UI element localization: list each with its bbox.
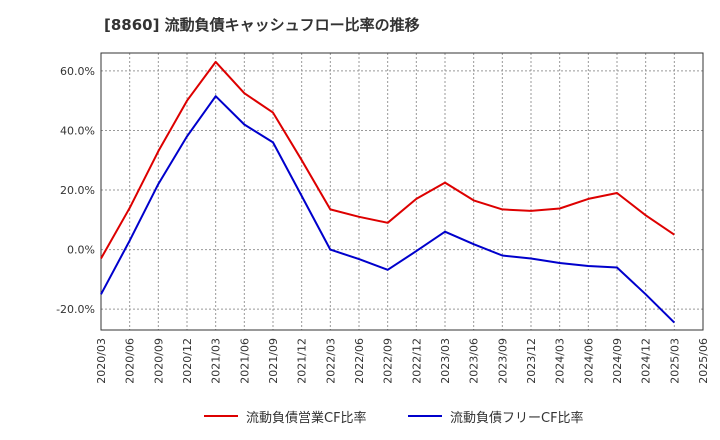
x-tick-label: 2024/12 — [640, 338, 653, 384]
x-tick-label: 2023/12 — [525, 338, 538, 384]
y-axis-ticks: 60.0% 40.0% 20.0% 0.0% -20.0% — [56, 65, 95, 316]
series-lines — [100, 60, 676, 324]
x-tick-label: 2020/09 — [152, 338, 165, 384]
x-tick-label: 2022/09 — [382, 338, 395, 384]
legend-label-operating-cf: 流動負債営業CF比率 — [246, 410, 367, 426]
x-tick-label: 2020/06 — [124, 338, 137, 384]
x-tick-label: 2022/12 — [410, 338, 423, 384]
y-tick-label: 0.0% — [67, 244, 95, 257]
x-tick-label: 2021/03 — [210, 338, 223, 384]
legend: 流動負債営業CF比率 流動負債フリーCF比率 — [0, 404, 720, 428]
x-tick-label: 2025/06 — [697, 338, 710, 384]
x-tick-label: 2021/09 — [267, 338, 280, 384]
x-axis-ticks: 2020/03 2020/06 2020/09 2020/12 2021/03 2021/… — [95, 338, 710, 384]
x-tick-label: 2020/03 — [95, 338, 108, 384]
x-tick-label: 2021/06 — [238, 338, 251, 384]
series-line-free-cf — [100, 95, 676, 324]
x-tick-label: 2022/03 — [324, 338, 337, 384]
legend-item-operating-cf: 流動負債営業CF比率 — [204, 404, 367, 428]
x-tick-label: 2021/12 — [296, 338, 309, 384]
x-tick-label: 2024/06 — [582, 338, 595, 384]
y-tick-label: 40.0% — [60, 124, 95, 137]
y-tick-label: 20.0% — [60, 184, 95, 197]
x-tick-label: 2024/09 — [611, 338, 624, 384]
plot-area — [100, 52, 704, 331]
x-tick-label: 2023/09 — [496, 338, 509, 384]
x-tick-label: 2020/12 — [181, 338, 194, 384]
x-tick-label: 2023/03 — [439, 338, 452, 384]
legend-item-free-cf: 流動負債フリーCF比率 — [408, 404, 584, 428]
legend-swatch-operating-cf — [204, 415, 238, 417]
chart-title: [8860] 流動負債キャッシュフロー比率の推移 — [104, 16, 420, 34]
legend-label-free-cf: 流動負債フリーCF比率 — [450, 410, 584, 426]
y-tick-label: 60.0% — [60, 65, 95, 78]
x-tick-label: 2023/06 — [468, 338, 481, 384]
x-tick-label: 2025/03 — [668, 338, 681, 384]
x-tick-label: 2024/03 — [554, 338, 567, 384]
series-line-operating-cf — [100, 60, 675, 259]
chart: 60.0% 40.0% 20.0% 0.0% -20.0% 2020/03 2020/06… — [56, 52, 710, 384]
grid-lines — [100, 53, 704, 330]
legend-swatch-free-cf — [408, 415, 442, 417]
y-tick-label: -20.0% — [56, 303, 95, 316]
x-tick-label: 2022/06 — [353, 338, 366, 384]
